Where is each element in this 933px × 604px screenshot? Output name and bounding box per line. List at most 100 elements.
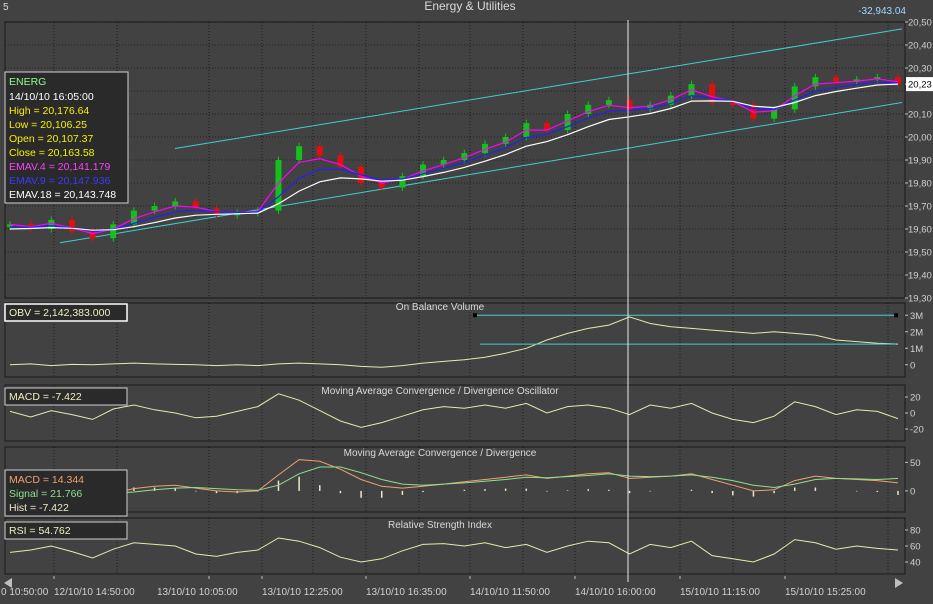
ema-line-3 xyxy=(9,83,899,231)
channel-lower-line xyxy=(59,102,903,244)
rsi-panel-title: Relative Strength Index xyxy=(388,520,492,531)
info-low: Low = 20,106.25 xyxy=(9,119,87,131)
price-tick-label: 19,40 xyxy=(908,271,932,282)
macd-info-hist: Hist = -7.422 xyxy=(9,502,69,514)
macd-osc-line xyxy=(9,393,899,428)
x-tick-label: 15/10/10 15:25:00 xyxy=(785,587,866,598)
candle xyxy=(791,86,798,110)
candle xyxy=(833,77,840,82)
obv-tick-label: 1M xyxy=(910,344,923,355)
candle xyxy=(296,146,303,160)
candle xyxy=(110,224,117,239)
price-tick-label: 20,40 xyxy=(908,41,932,52)
info-ema18: EMAV.18 = 20,143.748 xyxy=(9,189,116,201)
x-tick-label: 15/10/10 11:15:00 xyxy=(680,587,760,598)
scroll-right-arrow[interactable] xyxy=(895,578,903,588)
candle xyxy=(812,77,819,87)
obv-info-box: OBV = 2,142,383.000 xyxy=(4,303,128,322)
candle xyxy=(626,100,633,110)
obv-tick-label: 0 xyxy=(910,360,915,371)
info-datetime: 14/10/10 16:05:00 xyxy=(9,91,94,103)
rsi-tick-label: 80 xyxy=(910,526,921,537)
price-tick-label: 19,80 xyxy=(908,179,932,190)
macd-info-macd: MACD = 14.344 xyxy=(9,474,84,486)
x-tick-label: 12/10/10 14:50:00 xyxy=(54,587,135,598)
macd-line xyxy=(9,459,899,497)
price-tick-label: 20,00 xyxy=(908,133,932,144)
candle xyxy=(192,201,199,209)
info-open: Open = 20,107.37 xyxy=(9,133,94,145)
macd-tick-label: 0 xyxy=(910,486,915,497)
candle xyxy=(275,160,282,211)
macd-tick-label: 50 xyxy=(910,458,921,469)
obv-info: OBV = 2,142,383.000 xyxy=(9,307,110,319)
macd-panel-title: Moving Average Convergence / Divergence xyxy=(344,448,537,459)
obv-panel-frame xyxy=(4,302,906,378)
window-number: 5 xyxy=(3,2,9,13)
price-tick-label: 19,90 xyxy=(908,156,932,167)
info-close: Close = 20,163.58 xyxy=(9,147,95,159)
rsi-tick-label: 40 xyxy=(910,558,921,569)
price-tick-label: 19,30 xyxy=(908,294,932,305)
candle xyxy=(68,219,75,232)
scroll-left-arrow[interactable] xyxy=(4,578,12,588)
obv-tick-label: 3M xyxy=(910,311,923,322)
candle xyxy=(48,219,55,229)
info-ema9: EMAV.9 = 20,147.936 xyxy=(9,175,110,187)
candle xyxy=(502,137,509,144)
price-tick-label: 19,70 xyxy=(908,202,932,213)
price-info-box: ENERG 14/10/10 16:05:00 High = 20,176.64… xyxy=(4,71,129,204)
candle xyxy=(89,231,96,239)
current-value-label: 20,23 xyxy=(908,80,932,91)
obv-tick-label: 2M xyxy=(910,327,923,338)
candle xyxy=(647,104,654,110)
price-tick-label: 20,30 xyxy=(908,64,932,75)
candle xyxy=(7,224,13,227)
price-tick-label: 19,50 xyxy=(908,248,932,259)
macd-osc-panel-title: Moving Average Convergence / Divergence … xyxy=(321,386,559,397)
x-tick-label: 14/10/10 16:00:00 xyxy=(575,587,656,598)
rsi-line xyxy=(9,537,899,563)
macd-info-signal: Signal = 21.766 xyxy=(9,488,82,500)
obv-panel-title: On Balance Volume xyxy=(396,302,485,313)
x-tick-label: 13/10/10 12:25:00 xyxy=(262,587,343,598)
current-value-box xyxy=(906,77,933,92)
info-symbol: ENERG xyxy=(9,76,46,88)
chart-title: Energy & Utilities xyxy=(424,0,515,13)
macd-osc-info: MACD = -7.422 xyxy=(9,391,82,403)
candle xyxy=(543,123,550,131)
x-tick-label: 0 10:50:00 xyxy=(1,587,49,598)
price-tick-label: 20,10 xyxy=(908,110,932,121)
rsi-tick-label: 60 xyxy=(910,542,921,553)
macd-osc-info-box: MACD = -7.422 xyxy=(4,387,128,406)
rsi-info-box: RSI = 54.762 xyxy=(4,521,128,540)
x-tick-label: 14/10/10 11:50:00 xyxy=(470,587,550,598)
price-tick-label: 19,60 xyxy=(908,225,932,236)
rsi-info: RSI = 54.762 xyxy=(9,525,71,537)
candle xyxy=(564,114,571,131)
candle xyxy=(729,102,736,105)
candle xyxy=(771,109,778,119)
candle xyxy=(316,146,323,156)
candle xyxy=(481,143,488,154)
ema-line-1 xyxy=(9,78,899,235)
macd-info-box: MACD = 14.344 Signal = 21.766 Hist = -7.… xyxy=(4,469,128,517)
candle xyxy=(605,100,612,105)
macd-panel-frame xyxy=(4,446,906,513)
obv-line xyxy=(9,316,899,368)
candle xyxy=(337,155,344,167)
x-tick-label: 13/10/10 16:35:00 xyxy=(366,587,447,598)
candle xyxy=(130,210,137,225)
candle xyxy=(461,153,468,160)
osc-tick-label: 0 xyxy=(910,409,915,420)
osc-tick-label: -20 xyxy=(910,425,924,436)
candle xyxy=(709,84,716,103)
channel-upper-line xyxy=(174,28,903,149)
ema-line-2 xyxy=(9,81,899,232)
osc-panel-frame xyxy=(4,384,906,442)
candle xyxy=(585,104,592,114)
info-high: High = 20,176.64 xyxy=(9,105,89,117)
obv-anchor xyxy=(894,313,898,318)
